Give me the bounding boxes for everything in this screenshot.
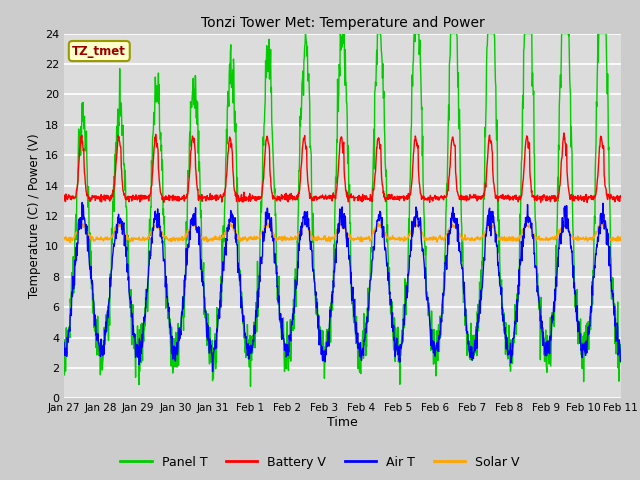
Solar V [502, 235, 510, 240]
Air T [78, 200, 86, 205]
Battery V [617, 194, 625, 200]
Air T [184, 241, 192, 247]
Panel T [246, 384, 254, 389]
Air T [617, 355, 625, 361]
Battery V [170, 197, 178, 203]
Air T [429, 350, 437, 356]
Line: Battery V: Battery V [64, 133, 621, 203]
Air T [60, 340, 68, 346]
Line: Solar V: Solar V [64, 221, 621, 242]
Air T [552, 297, 559, 303]
Air T [209, 369, 216, 374]
Solar V [617, 234, 625, 240]
Battery V [246, 195, 254, 201]
Air T [502, 346, 510, 352]
Text: TZ_tmet: TZ_tmet [72, 45, 126, 58]
Panel T [502, 336, 510, 341]
Solar V [67, 240, 74, 245]
Battery V [184, 191, 191, 196]
Panel T [184, 168, 191, 173]
Solar V [171, 236, 179, 241]
Line: Air T: Air T [64, 203, 621, 372]
Solar V [247, 234, 255, 240]
Battery V [502, 195, 509, 201]
Solar V [60, 237, 68, 242]
Panel T [617, 360, 625, 365]
Battery V [560, 130, 568, 136]
Air T [247, 342, 255, 348]
Panel T [301, 31, 309, 36]
Solar V [184, 229, 192, 235]
Solar V [552, 237, 559, 242]
X-axis label: Time: Time [327, 416, 358, 429]
Panel T [429, 361, 437, 367]
Air T [171, 347, 179, 352]
Solar V [429, 234, 437, 240]
Battery V [583, 200, 591, 205]
Solar V [226, 218, 234, 224]
Battery V [429, 198, 436, 204]
Battery V [551, 199, 559, 204]
Panel T [246, 333, 254, 338]
Panel T [552, 294, 559, 300]
Title: Tonzi Tower Met: Temperature and Power: Tonzi Tower Met: Temperature and Power [200, 16, 484, 30]
Y-axis label: Temperature (C) / Power (V): Temperature (C) / Power (V) [28, 134, 41, 298]
Legend: Panel T, Battery V, Air T, Solar V: Panel T, Battery V, Air T, Solar V [115, 451, 525, 474]
Battery V [60, 194, 68, 200]
Panel T [170, 347, 178, 353]
Panel T [60, 372, 68, 378]
Line: Panel T: Panel T [64, 34, 621, 386]
